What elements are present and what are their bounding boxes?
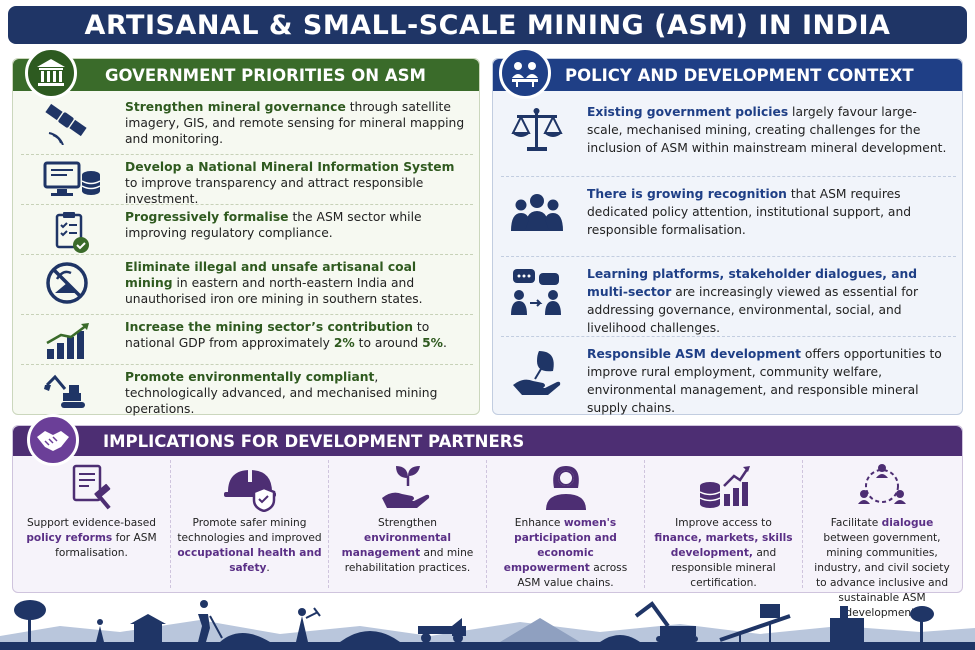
dialogue-icon: [509, 267, 565, 315]
implication-finance-markets: Improve access to finance, markets, skil…: [645, 460, 803, 589]
gov-item-gdp-contribution: Increase the mining sector’s contributio…: [21, 315, 473, 365]
implication-text: Facilitate dialogue between government, …: [814, 517, 950, 619]
handshake-icon: [27, 414, 79, 466]
implication-women-empowerment: Enhance women's participation and econom…: [487, 460, 645, 589]
worker-shovel-icon: [198, 600, 223, 642]
policy-item-learning-platforms: Learning platforms, stakeholder dialogue…: [501, 257, 956, 337]
government-priorities-header: GOVERNMENT PRIORITIES ON ASM: [13, 59, 479, 91]
hard-hat-shield-icon: [222, 462, 278, 513]
policy-context-panel: POLICY AND DEVELOPMENT CONTEXT Existing …: [492, 47, 963, 415]
network-people-icon: [854, 462, 910, 510]
policy-item-text: Existing government policies largely fav…: [587, 105, 947, 155]
rock-pile-icon: [220, 633, 270, 642]
hand-leaf-icon: [509, 347, 565, 395]
gov-item-text: Strengthen mineral governance through sa…: [125, 100, 465, 146]
policy-item-text: Learning platforms, stakeholder dialogue…: [587, 267, 919, 335]
people-group-icon: [509, 187, 565, 235]
implication-policy-reforms: Support evidence-based policy reforms fo…: [13, 460, 171, 588]
hand-plant-icon: [380, 462, 436, 510]
tree-icon: [14, 600, 46, 642]
policy-context-header: POLICY AND DEVELOPMENT CONTEXT: [493, 59, 962, 91]
policy-item-existing: Existing government policies largely fav…: [501, 95, 956, 177]
mining-landscape-footer: [0, 596, 975, 650]
government-priorities-panel: GOVERNMENT PRIORITIES ON ASM Strengthen …: [12, 47, 480, 416]
gov-item-text: Eliminate illegal and unsafe artisanal c…: [125, 260, 423, 306]
gov-item-governance: Strengthen mineral governance through sa…: [21, 95, 473, 155]
policy-item-text: There is growing recognition that ASM re…: [587, 187, 912, 237]
implication-text: Improve access to finance, markets, skil…: [654, 517, 793, 589]
implication-text: Enhance women's participation and econom…: [503, 517, 628, 589]
meeting-icon: [499, 47, 551, 99]
conveyor-icon: [719, 604, 791, 642]
gov-item-text: Progressively formalise the ASM sector w…: [125, 210, 422, 240]
gov-item-text: Develop a National Mineral Information S…: [125, 160, 455, 206]
implications-panel: IMPLICATIONS FOR DEVELOPMENT PARTNERS Su…: [12, 414, 963, 619]
implication-environmental: Strengthen environmental management and …: [329, 460, 487, 588]
coins-chart-icon: [696, 462, 752, 510]
growth-chart-icon: [43, 321, 95, 361]
gov-item-eliminate-illegal: Eliminate illegal and unsafe artisanal c…: [21, 255, 473, 315]
policy-item-text: Responsible ASM development offers oppor…: [587, 347, 942, 415]
rock-pile-icon: [340, 631, 400, 642]
gov-item-information-system: Develop a National Mineral Information S…: [21, 155, 473, 206]
gov-item-formalise: Progressively formalise the ASM sector w…: [21, 205, 473, 255]
factory-icon: [830, 606, 864, 642]
dump-truck-icon: [418, 618, 466, 643]
government-building-icon: [25, 47, 77, 99]
document-gavel-icon: [64, 462, 120, 510]
clipboard-check-icon: [43, 211, 95, 253]
woman-icon: [538, 462, 594, 510]
policy-item-responsible: Responsible ASM development offers oppor…: [501, 337, 956, 415]
implication-health-safety: Promote safer mining technologies and im…: [171, 460, 329, 588]
house-icon: [130, 614, 166, 642]
excavator-icon: [43, 371, 95, 411]
gov-item-text: Promote environmentally compliant, techn…: [125, 370, 438, 416]
policy-item-recognition: There is growing recognition that ASM re…: [501, 177, 956, 257]
implication-dialogue: Facilitate dialogue between government, …: [803, 460, 961, 619]
mountain-silhouette-icon: [500, 618, 580, 642]
implication-text: Promote safer mining technologies and im…: [177, 517, 322, 574]
gov-item-text: Increase the mining sector’s contributio…: [125, 320, 447, 350]
page-title: ARTISANAL & SMALL-SCALE MINING (ASM) IN …: [8, 6, 967, 44]
gov-item-environmentally-compliant: Promote environmentally compliant, techn…: [21, 365, 473, 416]
excavator-silhouette-icon: [634, 601, 698, 642]
worker-pickaxe-icon: [296, 607, 321, 642]
worker-icon: [96, 619, 104, 642]
implication-text: Strengthen environmental management and …: [341, 517, 474, 574]
rock-pile-icon: [600, 635, 640, 642]
tree-icon: [910, 606, 934, 642]
implications-header: IMPLICATIONS FOR DEVELOPMENT PARTNERS: [13, 426, 962, 456]
implication-text: Support evidence-based policy reforms fo…: [26, 517, 157, 559]
satellite-icon: [43, 101, 95, 146]
scales-icon: [509, 105, 565, 153]
no-mining-icon: [43, 261, 95, 304]
computer-database-icon: [43, 161, 101, 201]
